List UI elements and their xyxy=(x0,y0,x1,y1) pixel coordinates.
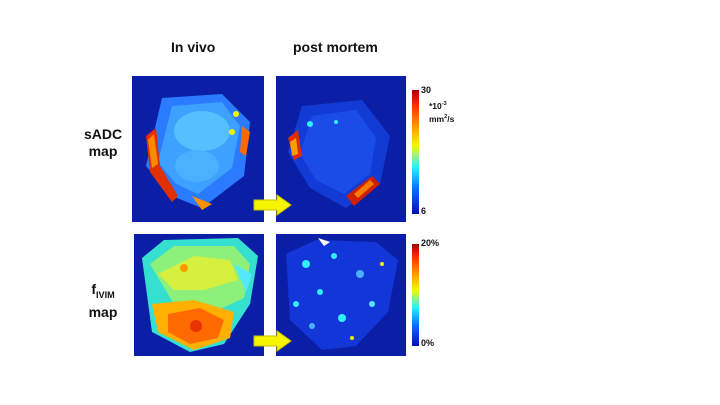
sadc-colorbar-min: 6 xyxy=(421,206,427,216)
sadc-unit-mm: mm xyxy=(429,113,445,124)
sadc-unit-exp: -3 xyxy=(441,101,447,107)
fivim-sub: IVIM xyxy=(95,289,115,300)
sadc-unit-tail: /s xyxy=(447,113,455,124)
row-label-fivim-line1: fIVIM xyxy=(78,281,128,304)
row-label-sadc: sADC map xyxy=(78,126,128,160)
column-header-in-vivo: In vivo xyxy=(171,39,216,55)
column-header-post-mortem: post mortem xyxy=(293,39,378,55)
sadc-post-mortem-map xyxy=(276,76,406,222)
fivim-colorbar xyxy=(412,244,419,346)
sadc-colorbar-max: 30 xyxy=(421,85,432,95)
fivim-colorbar-max: 20% xyxy=(421,238,440,248)
row-label-sadc-line2: map xyxy=(88,143,118,159)
sadc-unit-exp2: 2 xyxy=(444,113,448,120)
row-label-fivim-line2: map xyxy=(88,303,118,320)
fivim-colorbar-min: 0% xyxy=(421,338,435,348)
row-label-sadc-line1: sADC xyxy=(83,126,123,142)
fivim-main: f xyxy=(91,281,96,297)
sadc-in-vivo-map xyxy=(132,76,264,222)
sadc-colorbar-unit: *10-3 mm2/s xyxy=(429,99,454,125)
sadc-colorbar xyxy=(412,90,419,214)
fivim-in-vivo-map xyxy=(134,234,264,356)
fivim-post-mortem-map xyxy=(276,234,406,356)
arrow-sadc-icon xyxy=(253,194,292,216)
sadc-unit-base: *10 xyxy=(429,100,442,111)
row-label-fivim: fIVIM map xyxy=(78,281,128,321)
arrow-fivim-icon xyxy=(253,330,292,352)
